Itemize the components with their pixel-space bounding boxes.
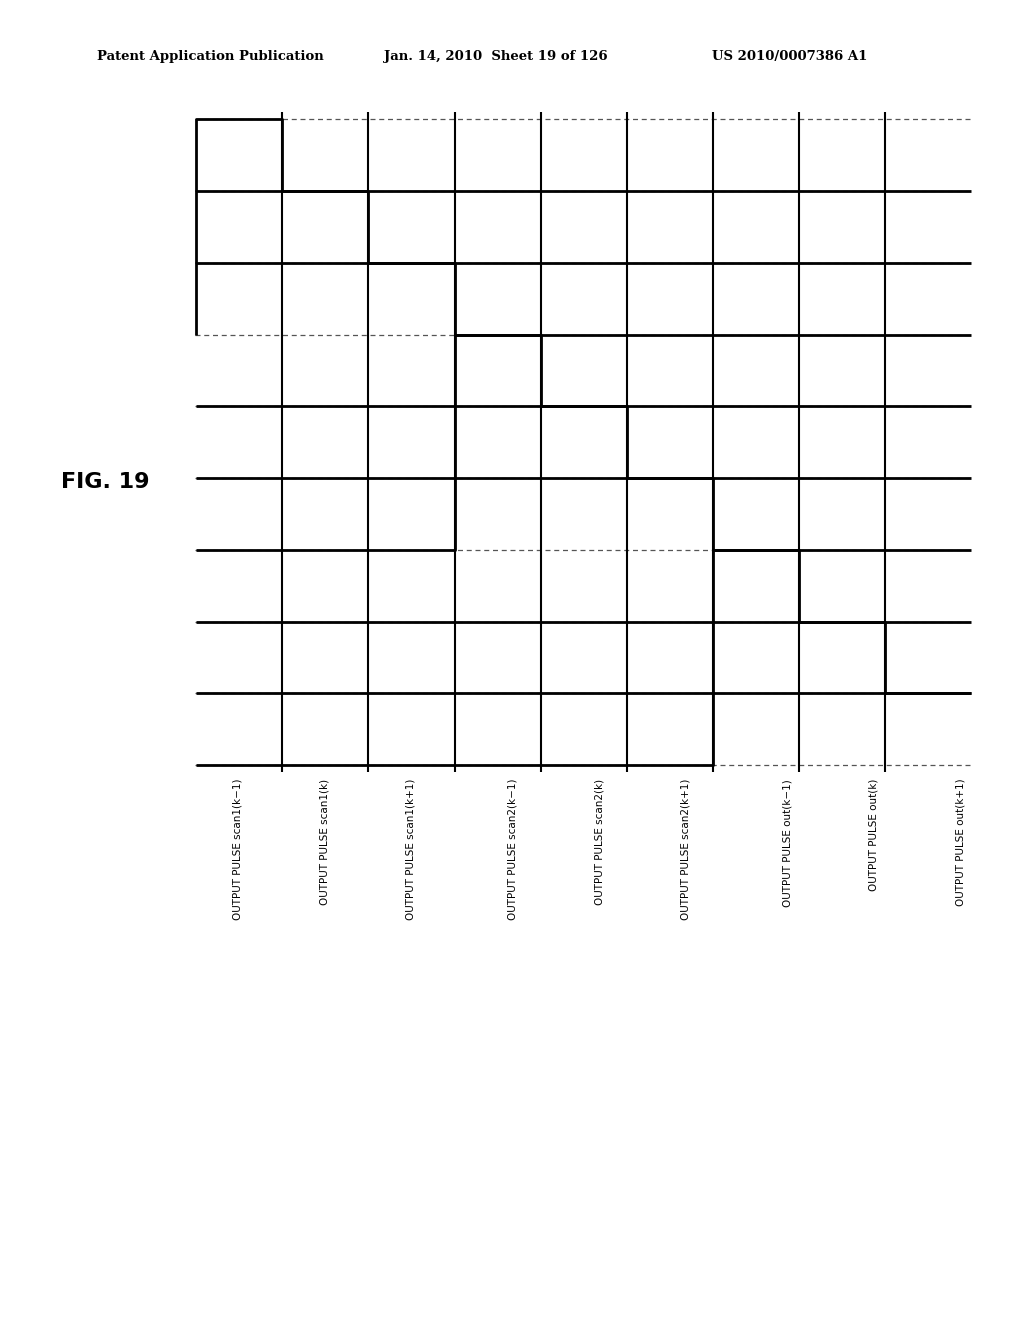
Text: OUTPUT PULSE out(k): OUTPUT PULSE out(k) [868,779,879,891]
Text: US 2010/0007386 A1: US 2010/0007386 A1 [712,50,867,63]
Text: FIG. 19: FIG. 19 [61,471,150,492]
Text: OUTPUT PULSE scan2(k−1): OUTPUT PULSE scan2(k−1) [508,779,517,920]
Text: OUTPUT PULSE scan1(k): OUTPUT PULSE scan1(k) [319,779,330,906]
Text: OUTPUT PULSE out(k+1): OUTPUT PULSE out(k+1) [955,779,966,907]
Text: OUTPUT PULSE scan1(k−1): OUTPUT PULSE scan1(k−1) [232,779,243,920]
Text: OUTPUT PULSE scan1(k+1): OUTPUT PULSE scan1(k+1) [406,779,416,920]
Text: OUTPUT PULSE out(k−1): OUTPUT PULSE out(k−1) [782,779,793,907]
Text: OUTPUT PULSE scan2(k+1): OUTPUT PULSE scan2(k+1) [681,779,690,920]
Text: OUTPUT PULSE scan2(k): OUTPUT PULSE scan2(k) [594,779,604,906]
Text: Patent Application Publication: Patent Application Publication [97,50,324,63]
Text: Jan. 14, 2010  Sheet 19 of 126: Jan. 14, 2010 Sheet 19 of 126 [384,50,607,63]
